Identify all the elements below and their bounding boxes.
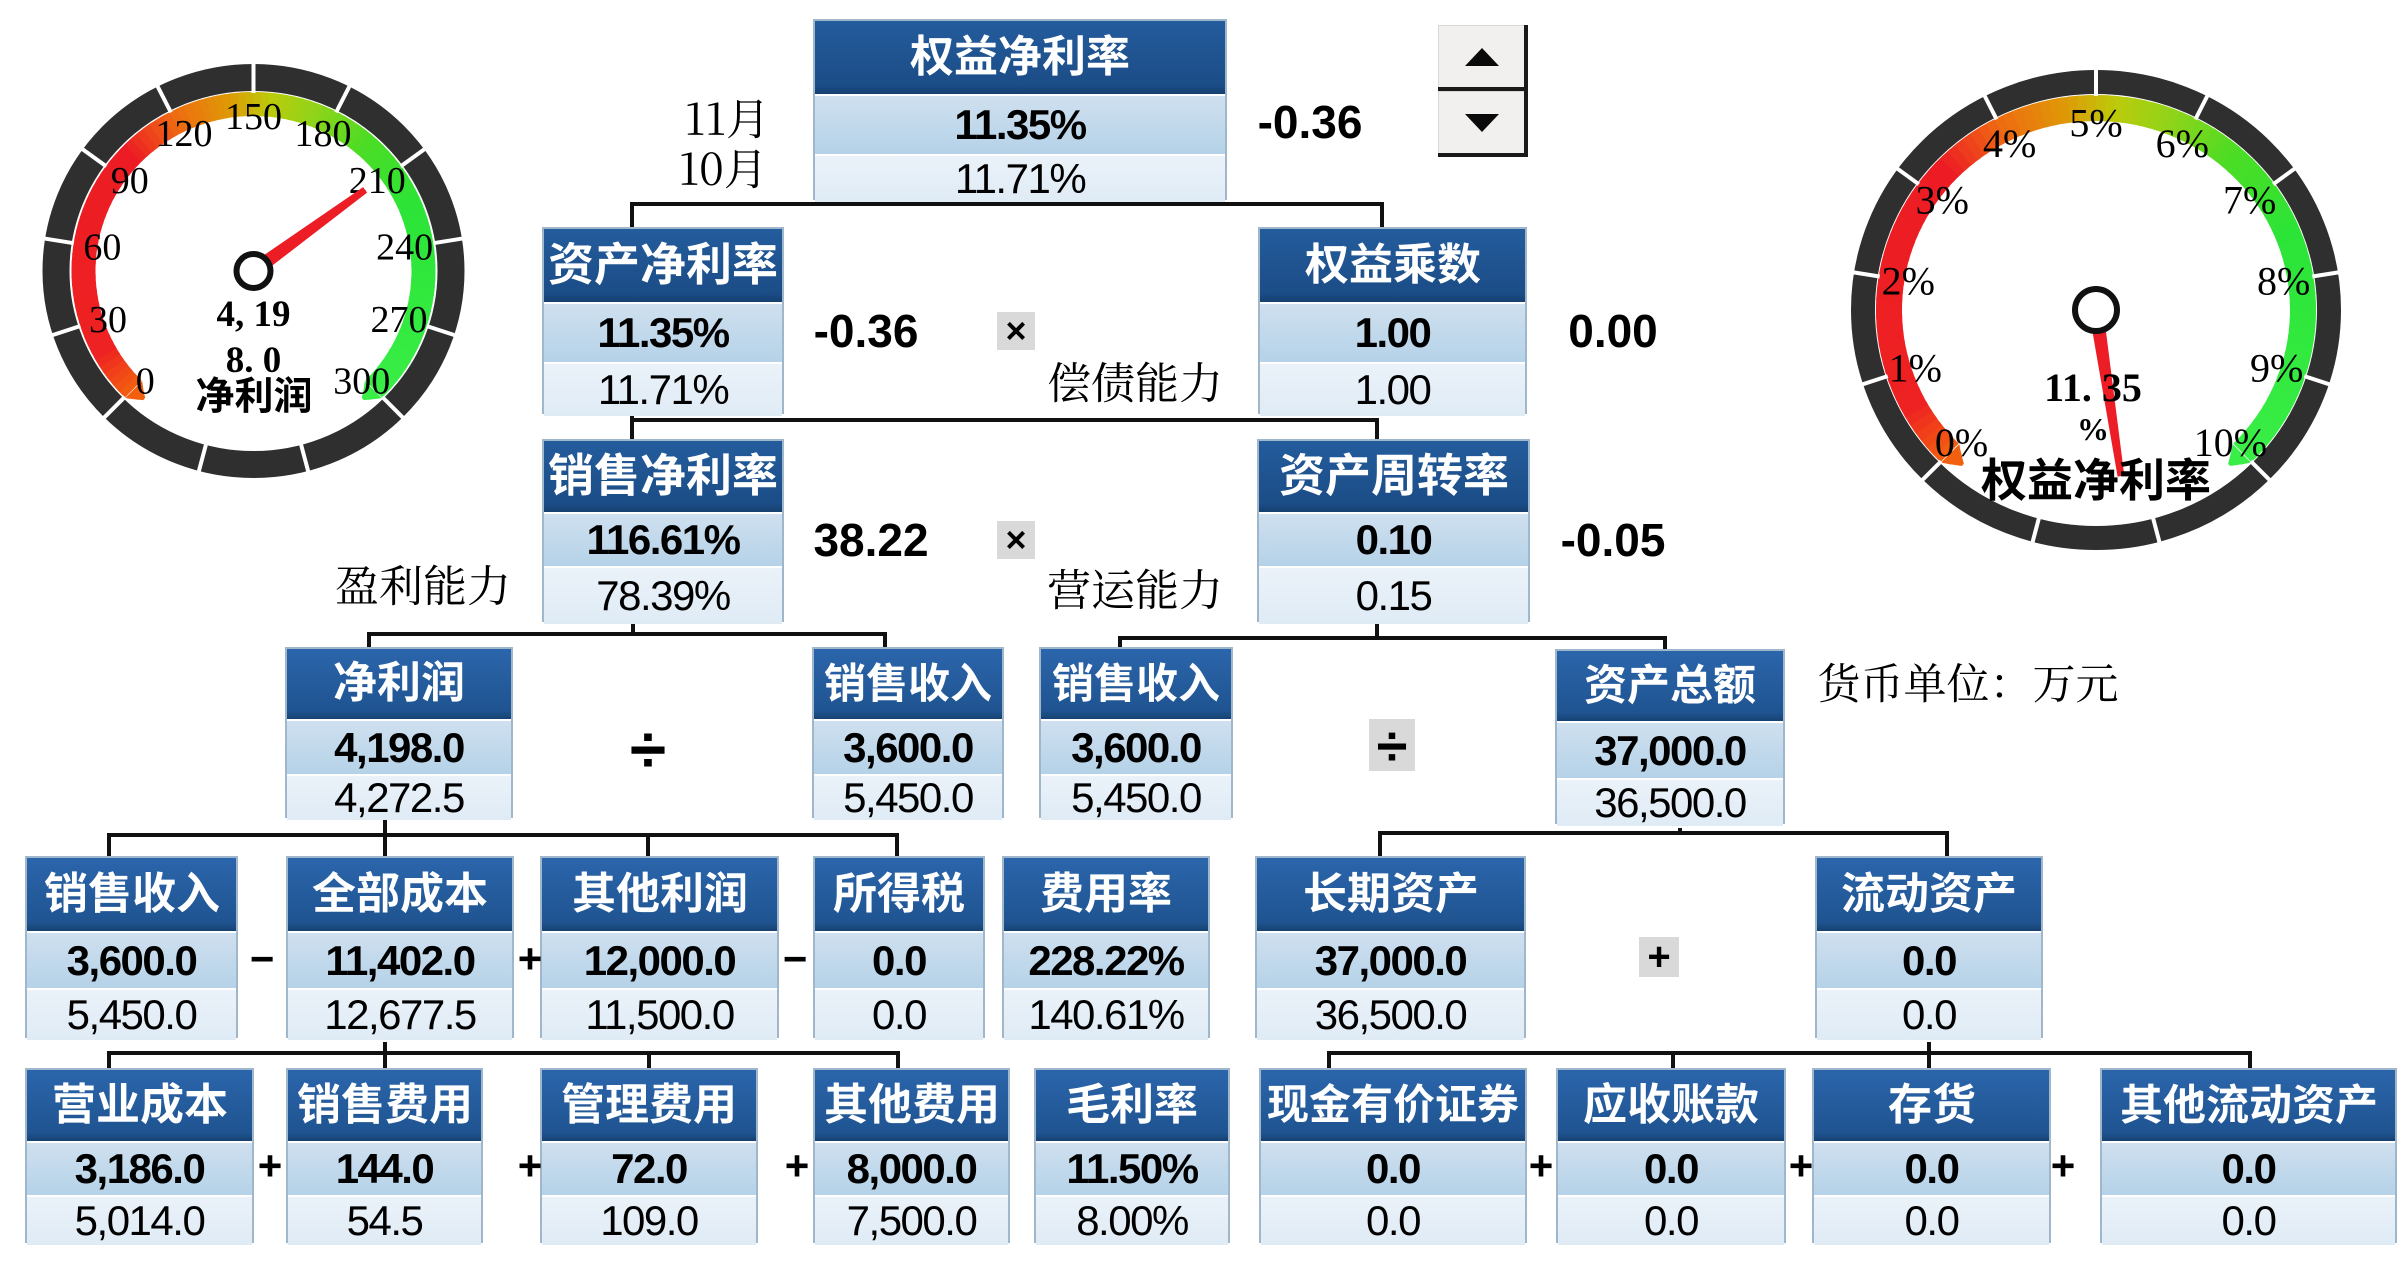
svg-text:180: 180	[295, 113, 352, 155]
svg-text:7%: 7%	[2223, 178, 2276, 223]
svg-text:150: 150	[225, 96, 282, 138]
svg-text:4%: 4%	[1983, 121, 2036, 166]
svg-text:120: 120	[156, 113, 213, 155]
svg-text:0%: 0%	[1935, 420, 1988, 465]
svg-text:4, 19: 4, 19	[217, 294, 291, 335]
svg-text:300: 300	[333, 361, 390, 403]
svg-text:240: 240	[376, 227, 433, 269]
svg-text:10%: 10%	[2194, 420, 2267, 465]
svg-text:11. 35: 11. 35	[2044, 365, 2142, 410]
svg-text:5%: 5%	[2069, 101, 2122, 146]
svg-text:60: 60	[83, 227, 121, 269]
svg-text:3%: 3%	[1916, 178, 1969, 223]
svg-text:2%: 2%	[1882, 258, 1935, 303]
svg-text:8%: 8%	[2257, 258, 2310, 303]
svg-text:0: 0	[136, 361, 155, 403]
svg-text:270: 270	[371, 299, 428, 341]
svg-text:1%: 1%	[1889, 345, 1942, 390]
svg-text:8. 0: 8. 0	[226, 340, 282, 381]
svg-text:30: 30	[89, 299, 127, 341]
svg-text:9%: 9%	[2250, 345, 2303, 390]
svg-text:90: 90	[111, 160, 149, 202]
svg-text:%: %	[2077, 411, 2109, 447]
svg-text:6%: 6%	[2156, 121, 2209, 166]
